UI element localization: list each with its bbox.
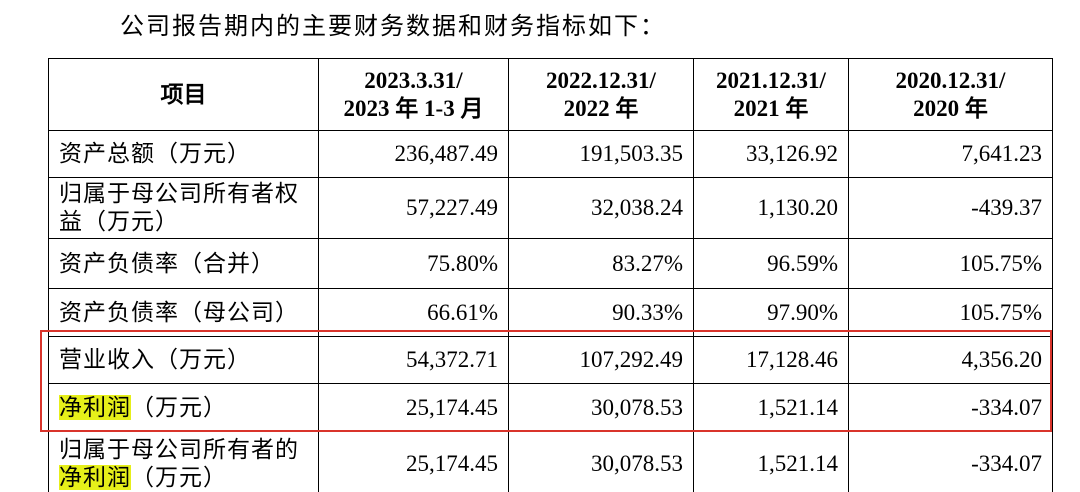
value-cell: 105.75% [848, 238, 1053, 289]
table-row: 净利润（万元） 25,174.45 30,078.53 1,521.14 -334.07 [48, 383, 1053, 432]
row-label: 净利润（万元） [48, 383, 319, 432]
row-label: 资产负债率（母公司） [48, 288, 319, 337]
value-cell: 33,126.92 [693, 130, 849, 178]
table-row: 归属于母公司所有者的净利润（万元） 25,174.45 30,078.53 1,521… [48, 431, 1053, 492]
label-text: 资产负债率（合并） [59, 250, 275, 276]
header-line: 2020.12.31/ [895, 67, 1006, 93]
header-row: 项目 2023.3.31/2023 年 1-3 月 2022.12.31/2022 … [48, 58, 1053, 131]
value-cell: 54,372.71 [318, 336, 509, 384]
header-line: 2022 年 [563, 95, 639, 121]
row-label: 资产负债率（合并） [48, 238, 319, 289]
table-row: 资产总额（万元） 236,487.49 191,503.35 33,126.92 7,6… [48, 130, 1053, 178]
row-label: 资产总额（万元） [48, 130, 319, 178]
header-line: 2022.12.31/ [546, 67, 656, 93]
header-cell: 2020.12.31/2020 年 [848, 58, 1053, 131]
highlighted-text: 净利润 [59, 464, 131, 490]
header-line: 2020 年 [913, 95, 988, 121]
header-line: 2021.12.31/ [716, 67, 826, 93]
value-cell: 83.27% [508, 238, 694, 289]
header-cell: 项目 [48, 58, 319, 131]
value-cell: 32,038.24 [508, 177, 694, 239]
value-cell: 25,174.45 [318, 431, 509, 492]
value-cell: 107,292.49 [508, 336, 694, 384]
value-cell: 97.90% [693, 288, 849, 337]
value-cell: 90.33% [508, 288, 694, 337]
value-cell: 1,521.14 [693, 383, 849, 432]
row-label: 归属于母公司所有者的净利润（万元） [48, 431, 319, 492]
table-row: 归属于母公司所有者权益（万元） 57,227.49 32,038.24 1,130.2… [48, 177, 1053, 239]
value-cell: 30,078.53 [508, 383, 694, 432]
header-line: 项目 [160, 81, 207, 107]
header-cell: 2022.12.31/2022 年 [508, 58, 694, 131]
highlighted-text: 净利润 [59, 394, 131, 420]
value-cell: 96.59% [693, 238, 849, 289]
value-cell: -334.07 [848, 431, 1053, 492]
value-cell: -334.07 [848, 383, 1053, 432]
value-cell: 191,503.35 [508, 130, 694, 178]
label-text: （万元） [131, 464, 227, 490]
value-cell: 25,174.45 [318, 383, 509, 432]
header-cell: 2021.12.31/2021 年 [693, 58, 849, 131]
table-row: 资产负债率（合并） 75.80% 83.27% 96.59% 105.75% [48, 238, 1053, 289]
table-row: 营业收入（万元） 54,372.71 107,292.49 17,128.46 4,35… [48, 336, 1053, 384]
financial-table: 项目 2023.3.31/2023 年 1-3 月 2022.12.31/2022 … [48, 58, 1053, 492]
header-line: 2023.3.31/ [364, 67, 463, 93]
header-cell: 2023.3.31/2023 年 1-3 月 [318, 58, 509, 131]
label-text: 资产负债率（母公司） [59, 299, 299, 325]
value-cell: 75.80% [318, 238, 509, 289]
intro-text: 公司报告期内的主要财务数据和财务指标如下： [120, 14, 666, 40]
label-text: （万元） [131, 394, 227, 420]
value-cell: 1,130.20 [693, 177, 849, 239]
value-cell: 30,078.53 [508, 431, 694, 492]
row-label: 营业收入（万元） [48, 336, 319, 384]
value-cell: 4,356.20 [848, 336, 1053, 384]
label-text: 归属于母公司所有者的 [59, 436, 299, 462]
value-cell: 57,227.49 [318, 177, 509, 239]
label-text: 资产总额（万元） [59, 141, 251, 166]
value-cell: 66.61% [318, 288, 509, 337]
label-text: 营业收入（万元） [59, 347, 251, 372]
table-row: 资产负债率（母公司） 66.61% 90.33% 97.90% 105.75% [48, 288, 1053, 337]
value-cell: 1,521.14 [693, 431, 849, 492]
value-cell: 17,128.46 [693, 336, 849, 384]
value-cell: 7,641.23 [848, 130, 1053, 178]
row-label: 归属于母公司所有者权益（万元） [48, 177, 319, 239]
header-line: 2023 年 1-3 月 [343, 95, 484, 121]
value-cell: 105.75% [848, 288, 1053, 337]
label-text: 归属于母公司所有者权益（万元） [59, 181, 299, 234]
value-cell: -439.37 [848, 177, 1053, 239]
header-line: 2021 年 [733, 95, 809, 121]
value-cell: 236,487.49 [318, 130, 509, 178]
